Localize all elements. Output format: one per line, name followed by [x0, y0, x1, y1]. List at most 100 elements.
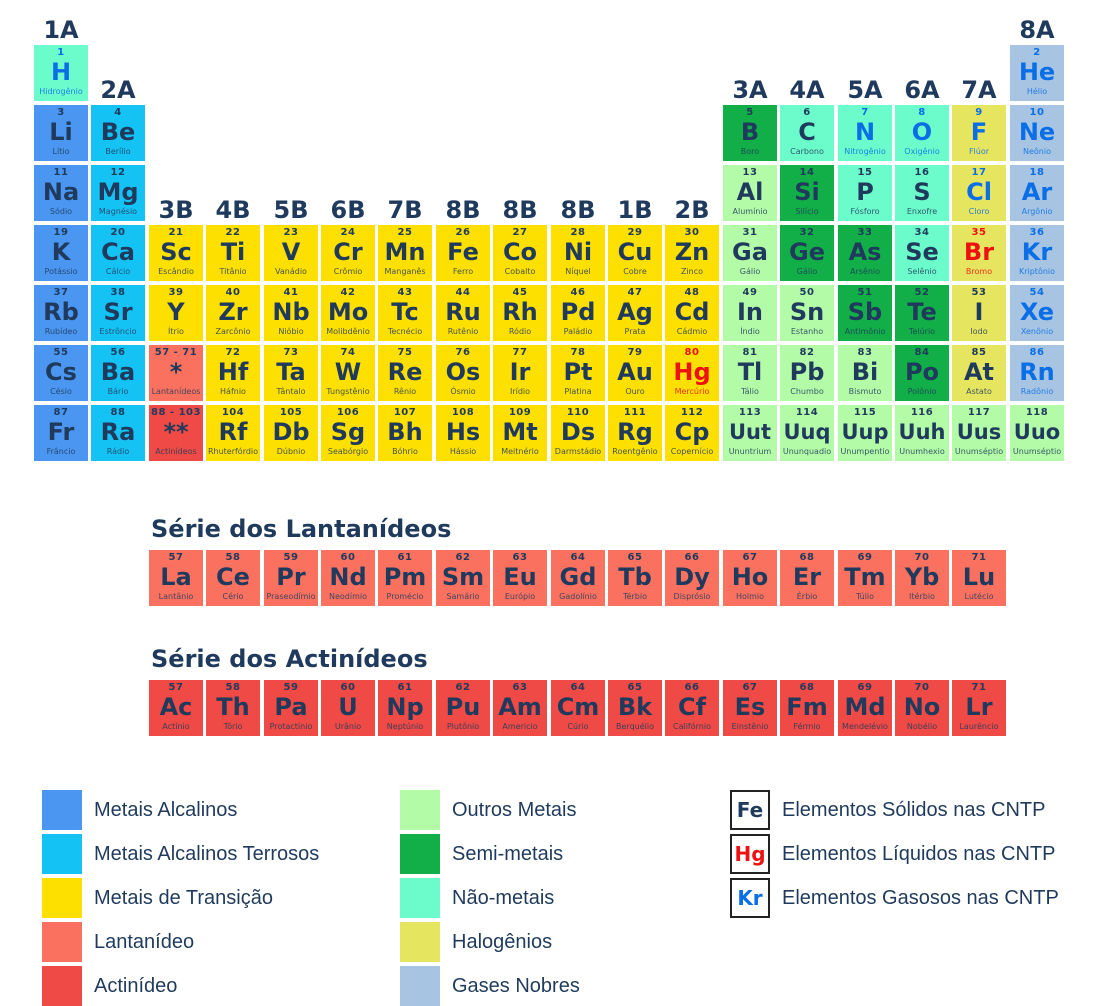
element-cell-tm[interactable]: 69 Tm Túlio [838, 550, 892, 606]
element-cell-cr[interactable]: 24 Cr Crômio [321, 225, 375, 281]
element-cell-os[interactable]: 76 Os Ósmio [436, 345, 490, 401]
element-cell-ce[interactable]: 58 Ce Cério [206, 550, 260, 606]
element-cell-s[interactable]: 16 S Enxofre [895, 165, 949, 221]
element-cell-au[interactable]: 79 Au Ouro [608, 345, 662, 401]
element-cell-br[interactable]: 35 Br Bromo [952, 225, 1006, 281]
element-cell-rn[interactable]: 86 Rn Radônio [1010, 345, 1064, 401]
element-cell-al[interactable]: 13 Al Alumínio [723, 165, 777, 221]
element-cell-uup[interactable]: 115 Uup Unumpentio [838, 405, 892, 461]
element-cell-cm[interactable]: 64 Cm Cúrio [551, 680, 605, 736]
element-cell-u[interactable]: 60 U Urânio [321, 680, 375, 736]
element-cell-ge[interactable]: 32 Ge Gálio [780, 225, 834, 281]
element-cell-ti[interactable]: 22 Ti Titânio [206, 225, 260, 281]
element-cell-md[interactable]: 69 Md Mendelévio [838, 680, 892, 736]
element-cell-b[interactable]: 5 B Boro [723, 105, 777, 161]
element-cell-sg[interactable]: 106 Sg Seabórgio [321, 405, 375, 461]
element-cell-ta[interactable]: 73 Ta Tântalo [264, 345, 318, 401]
element-cell-ac[interactable]: 57 Ac Actínio [149, 680, 203, 736]
element-cell-ho[interactable]: 67 Ho Holmio [723, 550, 777, 606]
element-cell-mo[interactable]: 42 Mo Molibdênio [321, 285, 375, 341]
element-cell-mn[interactable]: 25 Mn Manganês [378, 225, 432, 281]
element-cell-n[interactable]: 7 N Nitrogênio [838, 105, 892, 161]
element-cell-starstar[interactable]: 88 - 103 ** Actinídeos [149, 405, 203, 461]
element-cell-i[interactable]: 53 I Iodo [952, 285, 1006, 341]
element-cell-se[interactable]: 34 Se Selênio [895, 225, 949, 281]
element-cell-db[interactable]: 105 Db Dúbnio [264, 405, 318, 461]
element-cell-tc[interactable]: 43 Tc Tecnécio [378, 285, 432, 341]
element-cell-xe[interactable]: 54 Xe Xenônio [1010, 285, 1064, 341]
element-cell-re[interactable]: 75 Re Rênio [378, 345, 432, 401]
element-cell-te[interactable]: 52 Te Telúrio [895, 285, 949, 341]
element-cell-bi[interactable]: 83 Bi Bismuto [838, 345, 892, 401]
element-cell-es[interactable]: 67 Es Einstênio [723, 680, 777, 736]
element-cell-k[interactable]: 19 K Potássio [34, 225, 88, 281]
element-cell-np[interactable]: 61 Np Neptúnio [378, 680, 432, 736]
element-cell-hs[interactable]: 108 Hs Hássio [436, 405, 490, 461]
element-cell-pr[interactable]: 59 Pr Praseodímio [264, 550, 318, 606]
element-cell-rh[interactable]: 45 Rh Ródio [493, 285, 547, 341]
element-cell-nd[interactable]: 60 Nd Neodímio [321, 550, 375, 606]
element-cell-kr[interactable]: 36 Kr Kriptônio [1010, 225, 1064, 281]
element-cell-gd[interactable]: 64 Gd Gadolínio [551, 550, 605, 606]
element-cell-sr[interactable]: 38 Sr Estrôncio [91, 285, 145, 341]
element-cell-hf[interactable]: 72 Hf Háfnio [206, 345, 260, 401]
element-cell-star[interactable]: 57 - 71 * Lantanídeos [149, 345, 203, 401]
element-cell-uut[interactable]: 113 Uut Ununtrium [723, 405, 777, 461]
element-cell-zn[interactable]: 30 Zn Zinco [665, 225, 719, 281]
element-cell-nb[interactable]: 41 Nb Nióbio [264, 285, 318, 341]
element-cell-cs[interactable]: 55 Cs Césio [34, 345, 88, 401]
element-cell-th[interactable]: 58 Th Tório [206, 680, 260, 736]
element-cell-cp[interactable]: 112 Cp Copernício [665, 405, 719, 461]
element-cell-ag[interactable]: 47 Ag Prata [608, 285, 662, 341]
element-cell-sn[interactable]: 50 Sn Estanho [780, 285, 834, 341]
element-cell-na[interactable]: 11 Na Sódio [34, 165, 88, 221]
element-cell-hg[interactable]: 80 Hg Mercúrio [665, 345, 719, 401]
element-cell-lu[interactable]: 71 Lu Lutécio [952, 550, 1006, 606]
element-cell-po[interactable]: 84 Po Polônio [895, 345, 949, 401]
element-cell-uuh[interactable]: 116 Uuh Unumhexio [895, 405, 949, 461]
element-cell-cf[interactable]: 66 Cf Califórnio [665, 680, 719, 736]
element-cell-pt[interactable]: 78 Pt Platina [551, 345, 605, 401]
element-cell-la[interactable]: 57 La Lantânio [149, 550, 203, 606]
element-cell-ni[interactable]: 28 Ni Níquel [551, 225, 605, 281]
element-cell-uus[interactable]: 117 Uus Unumséptio [952, 405, 1006, 461]
element-cell-ds[interactable]: 110 Ds Darmstádio [551, 405, 605, 461]
element-cell-bh[interactable]: 107 Bh Bóhrio [378, 405, 432, 461]
element-cell-c[interactable]: 6 C Carbono [780, 105, 834, 161]
element-cell-be[interactable]: 4 Be Berílio [91, 105, 145, 161]
element-cell-li[interactable]: 3 Li Lítio [34, 105, 88, 161]
element-cell-er[interactable]: 68 Er Érbio [780, 550, 834, 606]
element-cell-am[interactable]: 63 Am Americio [493, 680, 547, 736]
element-cell-v[interactable]: 23 V Vanádio [264, 225, 318, 281]
element-cell-ir[interactable]: 77 Ir Irídio [493, 345, 547, 401]
element-cell-bk[interactable]: 65 Bk Berquélio [608, 680, 662, 736]
element-cell-at[interactable]: 85 At Astato [952, 345, 1006, 401]
element-cell-uuq[interactable]: 114 Uuq Ununquadio [780, 405, 834, 461]
element-cell-sm[interactable]: 62 Sm Samário [436, 550, 490, 606]
element-cell-dy[interactable]: 66 Dy Disprósio [665, 550, 719, 606]
element-cell-ne[interactable]: 10 Ne Neônio [1010, 105, 1064, 161]
element-cell-w[interactable]: 74 W Tungstênio [321, 345, 375, 401]
element-cell-mg[interactable]: 12 Mg Magnésio [91, 165, 145, 221]
element-cell-sc[interactable]: 21 Sc Escândio [149, 225, 203, 281]
element-cell-ar[interactable]: 18 Ar Argônio [1010, 165, 1064, 221]
element-cell-cd[interactable]: 48 Cd Cádmio [665, 285, 719, 341]
element-cell-eu[interactable]: 63 Eu Európio [493, 550, 547, 606]
element-cell-no[interactable]: 70 No Nobélio [895, 680, 949, 736]
element-cell-co[interactable]: 27 Co Cobalto [493, 225, 547, 281]
element-cell-si[interactable]: 14 Si Silício [780, 165, 834, 221]
element-cell-uuo[interactable]: 118 Uuo Unumséptio [1010, 405, 1064, 461]
element-cell-ra[interactable]: 88 Ra Rádio [91, 405, 145, 461]
element-cell-pd[interactable]: 46 Pd Paládio [551, 285, 605, 341]
element-cell-cl[interactable]: 17 Cl Cloro [952, 165, 1006, 221]
element-cell-pb[interactable]: 82 Pb Chumbo [780, 345, 834, 401]
element-cell-lr[interactable]: 71 Lr Laurêncio [952, 680, 1006, 736]
element-cell-y[interactable]: 39 Y Ítrio [149, 285, 203, 341]
element-cell-cu[interactable]: 29 Cu Cobre [608, 225, 662, 281]
element-cell-in[interactable]: 49 In Índio [723, 285, 777, 341]
element-cell-yb[interactable]: 70 Yb Itérbio [895, 550, 949, 606]
element-cell-fe[interactable]: 26 Fe Ferro [436, 225, 490, 281]
element-cell-ba[interactable]: 56 Ba Bário [91, 345, 145, 401]
element-cell-pm[interactable]: 61 Pm Promécio [378, 550, 432, 606]
element-cell-rb[interactable]: 37 Rb Rubídeo [34, 285, 88, 341]
